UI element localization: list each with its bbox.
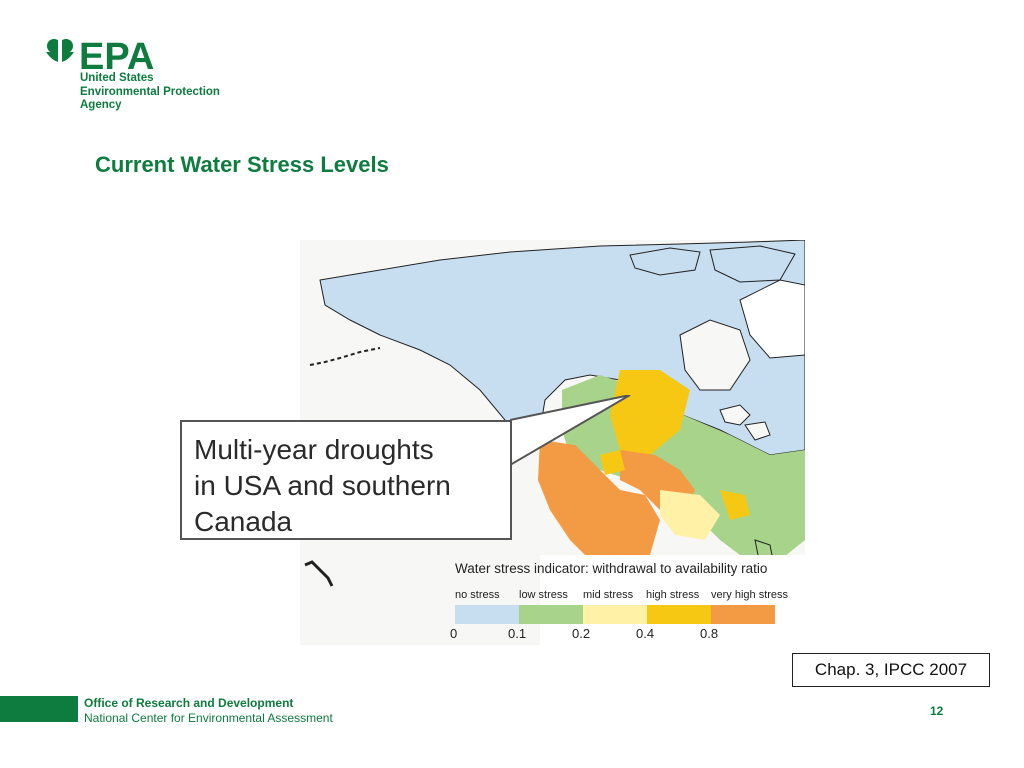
legend-tick-2: 0.2 (572, 626, 591, 641)
legend-swatch-high-stress (647, 605, 711, 624)
agency-line-1: United States (80, 72, 154, 84)
callout-pointer (510, 395, 631, 467)
footer-center: National Center for Environmental Assess… (84, 711, 333, 725)
legend-swatch-very-high-stress (711, 605, 775, 624)
legend-category-very-high-stress: very high stress (711, 589, 789, 601)
legend-tick-1: 0.1 (508, 626, 527, 641)
epa-flower-icon: EPA (46, 36, 154, 72)
legend-category-high-stress: high stress (646, 589, 700, 601)
agency-name: United States Environmental Protection A… (80, 72, 220, 113)
legend-color-bar (455, 605, 775, 624)
callout-line-2: in USA and southern (194, 470, 451, 501)
slide-title: Current Water Stress Levels (95, 152, 389, 177)
citation-box: Chap. 3, IPCC 2007 (792, 653, 990, 687)
legend-tick-0: 0 (450, 626, 458, 641)
legend-swatch-no-stress (455, 605, 519, 624)
legend-swatch-low-stress (519, 605, 583, 624)
epa-logo: EPA United States Environmental Protecti… (44, 36, 244, 116)
page-number: 12 (930, 704, 944, 718)
water-stress-map (300, 239, 806, 645)
callout-line-3: Canada (194, 506, 293, 537)
callout-text: Multi-year droughts in USA and southern … (194, 432, 451, 540)
agency-line-2: Environmental Protection (80, 85, 220, 98)
callout-line-1: Multi-year droughts (194, 434, 434, 465)
legend-category-no-stress: no stress (455, 589, 500, 601)
legend-category-low-stress: low stress (519, 589, 568, 601)
footer-accent-bar (0, 696, 78, 722)
epa-wordmark: EPA (79, 36, 154, 72)
agency-line-3: Agency (80, 99, 122, 111)
north-america-map (300, 239, 806, 645)
legend-title: Water stress indicator: withdrawal to av… (455, 561, 768, 576)
legend-tick-4: 0.8 (700, 626, 719, 641)
legend-tick-3: 0.4 (636, 626, 655, 641)
legend-swatch-mid-stress (583, 605, 647, 624)
drought-callout: Multi-year droughts in USA and southern … (180, 420, 512, 540)
legend-category-mid-stress: mid stress (583, 589, 634, 601)
footer-office: Office of Research and Development (84, 696, 294, 710)
